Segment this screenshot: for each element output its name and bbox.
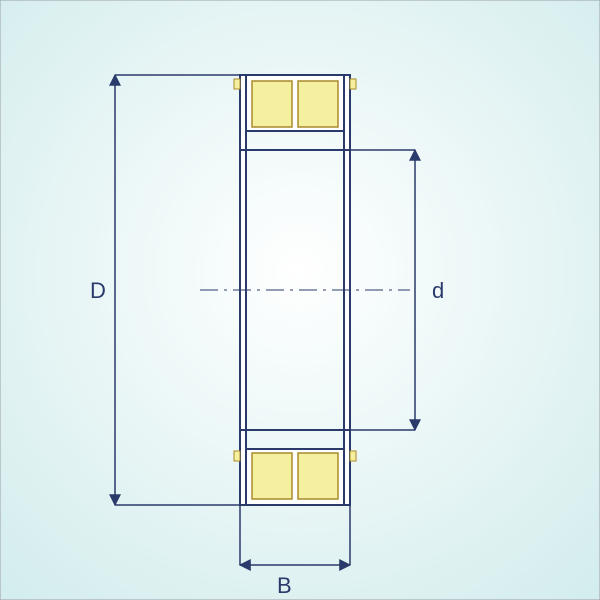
label-D: D [90,278,106,304]
bearing-diagram: D d B [0,0,600,600]
label-B: B [277,573,292,599]
label-d: d [432,278,444,304]
